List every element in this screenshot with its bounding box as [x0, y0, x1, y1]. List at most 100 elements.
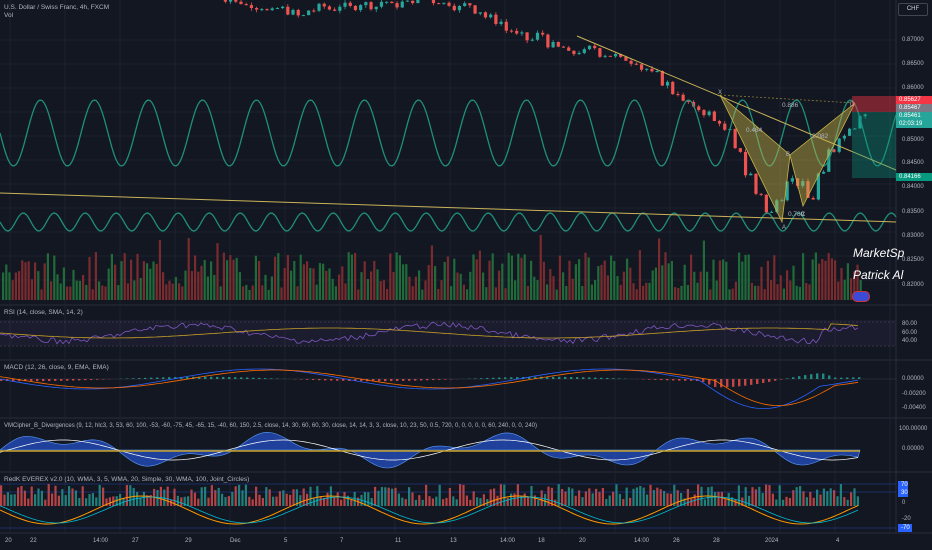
volume-bar [830, 258, 833, 300]
candle-body [806, 181, 810, 198]
macd-histogram-bar [138, 378, 141, 379]
redk-bar [669, 493, 672, 506]
currency-button[interactable]: CHF [898, 3, 928, 16]
redk-bar [241, 490, 244, 506]
candle-body [379, 1, 384, 7]
redk-bar [221, 493, 224, 506]
macd-histogram-bar [798, 376, 801, 379]
redk-bar [799, 486, 802, 506]
rsi-line [0, 321, 859, 345]
macd-histogram-bar [738, 379, 741, 387]
volume-bar [363, 261, 366, 300]
redk-title[interactable]: RedK EVEREX v2.0 (10, WMA, 3, 5, WMA, 20… [4, 476, 250, 483]
redk-bar [802, 491, 805, 506]
macd-histogram-bar [66, 379, 69, 381]
price-tick: 0.82000 [902, 282, 924, 288]
vmc-title[interactable]: VMCipher_B_Divergences (9, 12, hlc3, 3, … [4, 423, 538, 429]
volume-bar [507, 252, 510, 300]
macd-histogram-bar [186, 376, 189, 379]
candle-body [255, 8, 259, 10]
volume-bar [450, 286, 453, 300]
macd-histogram-bar [816, 373, 819, 379]
candle-body [520, 32, 524, 34]
redk-bar [676, 490, 679, 506]
volume-bar [523, 254, 526, 300]
volume-bar [149, 268, 152, 300]
redk-bar [384, 487, 387, 506]
redk-bar [680, 493, 683, 506]
volume-bar [229, 255, 232, 300]
volume-bar [245, 284, 248, 300]
volume-bar [642, 285, 645, 300]
candle-body [593, 45, 597, 49]
macd-histogram-bar [618, 378, 621, 379]
candle-body [390, 1, 394, 4]
candle-body [333, 9, 337, 11]
redk-bar [125, 485, 128, 506]
redk-bar [703, 499, 706, 506]
time-tick: 2024 [765, 538, 779, 544]
volume-bar [318, 263, 321, 300]
time-tick: 4 [836, 538, 840, 544]
redk-bar [839, 484, 842, 506]
redk-bar [136, 491, 139, 506]
redk-bar [598, 491, 601, 506]
volume-bar [139, 278, 142, 300]
volume-bar [235, 257, 238, 300]
volume-bar [498, 270, 501, 300]
redk-bar [622, 499, 625, 506]
redk-bar [516, 484, 519, 506]
candle-body [348, 2, 352, 6]
redk-bar [57, 495, 60, 506]
candle-body [577, 53, 581, 55]
macd-histogram-bar [552, 376, 555, 379]
candle-body [478, 12, 482, 14]
volume-bar [571, 278, 574, 300]
candle-body [691, 101, 696, 107]
candle-body [707, 111, 711, 116]
volume-bar [299, 254, 302, 300]
stop-loss-zone [852, 96, 896, 112]
redk-bar [234, 486, 237, 506]
redk-bar [285, 493, 288, 506]
macd-histogram-bar [486, 377, 489, 379]
redk-bar [591, 493, 594, 506]
volume-bar [216, 243, 219, 300]
volume-bar [398, 255, 401, 300]
volume-bar [338, 274, 341, 300]
rsi-title[interactable]: RSI (14, close, SMA, 14, 2) [4, 309, 83, 316]
volume-bar [40, 289, 43, 300]
redk-bar [187, 496, 190, 506]
macd-histogram-bar [444, 379, 447, 380]
redk-bar [326, 492, 329, 506]
volume-bar [722, 259, 725, 300]
candle-body [858, 116, 862, 129]
volume-bar [206, 276, 209, 300]
macd-histogram-bar [402, 379, 405, 381]
symbol-title[interactable]: U.S. Dollar / Swiss Franc, 4h, FXCM [4, 4, 110, 11]
redk-bar [588, 488, 591, 506]
redk-bar [64, 495, 67, 506]
volume-bar [491, 253, 494, 300]
redk-bar [642, 487, 645, 506]
redk-bar [775, 499, 778, 506]
volume-bar [219, 286, 222, 300]
redk-bar [765, 484, 768, 506]
candle-body [769, 211, 774, 213]
harmonic-leg-bcd [789, 102, 856, 208]
candle-body [738, 148, 742, 152]
redk-bar [465, 495, 468, 506]
volume-bar [331, 278, 334, 300]
macd-title[interactable]: MACD (12, 26, close, 9, EMA, EMA) [4, 364, 109, 371]
time-tick: 5 [284, 538, 288, 544]
redk-bar [530, 485, 533, 506]
candle-body [790, 178, 794, 182]
volume-bar [261, 285, 264, 300]
volume-bar [837, 281, 840, 300]
redk-bar [584, 491, 587, 506]
redk-bar [81, 486, 84, 506]
redk-bar [523, 493, 526, 506]
volume-bar [651, 270, 654, 300]
volume-bar [581, 286, 584, 300]
